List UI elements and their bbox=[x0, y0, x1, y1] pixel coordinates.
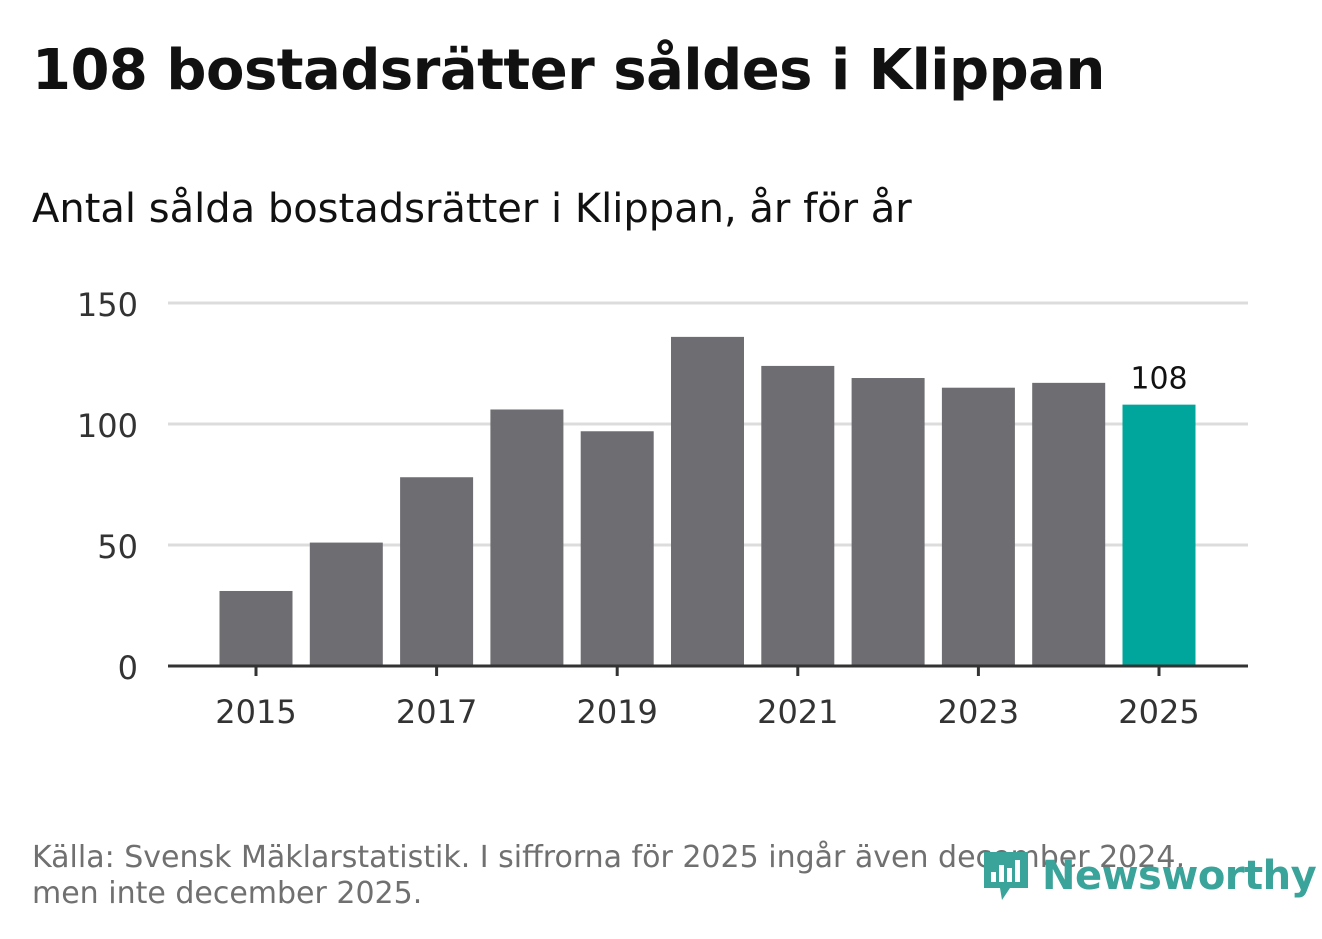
bars bbox=[219, 336, 1196, 666]
y-tick-label-50: 50 bbox=[97, 528, 138, 566]
x-axis-ticks: 2015 2017 2019 2021 2023 2025 bbox=[215, 666, 1200, 731]
data-labels: 108 bbox=[1130, 362, 1187, 397]
x-tick-label-2017: 2017 bbox=[396, 693, 477, 731]
bar-2018 bbox=[490, 409, 564, 666]
newsworthy-logo: Newsworthy bbox=[980, 848, 1317, 904]
x-tick-label-2025: 2025 bbox=[1118, 693, 1199, 731]
newsworthy-chart-icon bbox=[984, 852, 1028, 900]
bar-2020 bbox=[671, 336, 744, 666]
bar-2022 bbox=[851, 378, 925, 666]
chart-title: 108 bostadsrätter såldes i Klippan bbox=[32, 38, 1105, 103]
bar-2021 bbox=[761, 365, 835, 666]
bar-2024 bbox=[1032, 382, 1106, 666]
logo-text: Newsworthy bbox=[1042, 853, 1317, 899]
data-label-2025: 108 bbox=[1130, 362, 1187, 397]
x-tick-label-2019: 2019 bbox=[576, 693, 657, 731]
y-tick-label-100: 100 bbox=[77, 407, 138, 445]
bar-2025 bbox=[1122, 404, 1196, 666]
bar-2023 bbox=[941, 387, 1015, 666]
y-axis-ticks: 0 50 100 150 bbox=[77, 286, 138, 687]
x-tick-label-2023: 2023 bbox=[938, 693, 1019, 731]
bar-chart: 0 50 100 150 2015 2017 2019 2021 2023 2025 108 bbox=[77, 286, 1248, 731]
y-tick-label-0: 0 bbox=[118, 649, 138, 687]
x-tick-label-2021: 2021 bbox=[757, 693, 838, 731]
x-tick-label-2015: 2015 bbox=[215, 693, 296, 731]
bar-2017 bbox=[400, 477, 474, 666]
source-line-2: men inte december 2025. bbox=[32, 876, 423, 911]
chart-subtitle: Antal sålda bostadsrätter i Klippan, år … bbox=[32, 186, 912, 232]
bar-2015 bbox=[219, 590, 293, 666]
y-tick-label-150: 150 bbox=[77, 286, 138, 324]
bar-2016 bbox=[309, 542, 383, 666]
bar-2019 bbox=[580, 431, 654, 666]
